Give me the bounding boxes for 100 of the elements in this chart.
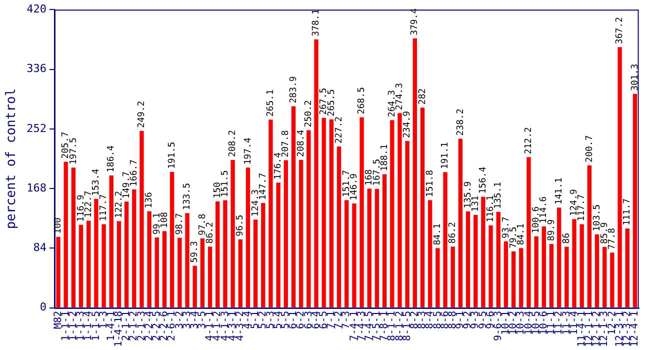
bar xyxy=(162,231,167,308)
data-label: 191.5 xyxy=(167,142,178,169)
data-label: 166.7 xyxy=(129,159,140,186)
y-tick-label: 168 xyxy=(26,181,46,194)
bar xyxy=(154,238,159,308)
data-label: 191.1 xyxy=(440,142,451,170)
bar xyxy=(602,246,607,308)
bar xyxy=(124,202,129,308)
y-axis-title: percent of control xyxy=(4,88,20,230)
bar xyxy=(185,213,190,308)
data-label: 282 xyxy=(418,88,428,105)
bar xyxy=(526,157,531,308)
data-label: 146.9 xyxy=(350,173,360,201)
data-label: 136 xyxy=(144,192,155,208)
data-label: 186.4 xyxy=(106,145,117,172)
bar xyxy=(511,251,516,308)
data-label: 86.2 xyxy=(448,222,458,244)
y-tick-label: 84 xyxy=(33,241,47,254)
data-label: 117.7 xyxy=(99,194,110,222)
x-tick-label: 12-4-1 xyxy=(630,310,641,347)
bar xyxy=(564,246,569,308)
data-label: 131 xyxy=(470,196,481,212)
bar xyxy=(374,188,380,308)
bar xyxy=(580,224,584,308)
data-label: 59.3 xyxy=(190,241,200,263)
data-label: 153.4 xyxy=(92,168,102,196)
data-label: 98.7 xyxy=(175,213,186,235)
data-label: 84.1 xyxy=(433,223,444,246)
bar xyxy=(329,119,334,308)
data-label: 208.4 xyxy=(296,130,306,157)
bar xyxy=(405,141,410,308)
bar xyxy=(86,220,91,308)
bar xyxy=(428,200,432,308)
y-tick-label: 336 xyxy=(26,62,46,76)
bar xyxy=(632,94,638,308)
bar xyxy=(109,176,114,308)
bar xyxy=(390,120,394,308)
data-label: 86 xyxy=(562,232,572,244)
bar xyxy=(64,162,68,308)
bar xyxy=(322,118,326,308)
bar xyxy=(102,224,106,308)
bar xyxy=(192,266,197,308)
bar xyxy=(268,120,273,308)
data-label: 117.7 xyxy=(577,194,588,222)
data-label: 108 xyxy=(160,212,170,228)
bar xyxy=(298,160,304,308)
bar xyxy=(261,202,266,308)
data-label: 133.5 xyxy=(182,182,193,210)
bar xyxy=(420,108,425,308)
bar xyxy=(216,201,220,308)
bar xyxy=(496,212,500,308)
data-label: 200.7 xyxy=(584,135,595,162)
data-label: 96.5 xyxy=(236,214,246,236)
bar xyxy=(587,165,592,308)
bar xyxy=(450,246,455,308)
data-label: 208.2 xyxy=(228,130,238,158)
bar xyxy=(412,38,417,308)
data-label: 197.5 xyxy=(68,138,79,165)
data-label: 212.2 xyxy=(524,127,534,154)
bar xyxy=(253,220,258,308)
data-label: 301.3 xyxy=(630,64,640,91)
bar xyxy=(170,172,174,308)
data-label: 367.2 xyxy=(615,17,626,44)
data-label: 141.1 xyxy=(554,178,564,205)
bar xyxy=(458,138,463,308)
bar xyxy=(230,160,235,308)
bar xyxy=(306,130,311,308)
bar xyxy=(549,244,554,308)
bar xyxy=(398,113,402,308)
bar xyxy=(367,188,372,308)
bar xyxy=(291,106,296,308)
bar xyxy=(344,200,349,308)
data-label: 238.2 xyxy=(456,108,466,136)
bar xyxy=(488,225,493,308)
data-label: 77.8 xyxy=(608,228,618,250)
y-tick-label: 252 xyxy=(26,122,46,135)
bar xyxy=(610,252,614,308)
data-label: 84.1 xyxy=(516,223,526,246)
bar xyxy=(382,174,387,308)
bar xyxy=(246,168,250,308)
data-label: 378.1 xyxy=(312,9,322,36)
bar xyxy=(542,226,546,308)
data-label: 249.2 xyxy=(137,100,148,128)
bar xyxy=(572,219,576,308)
data-label: 100 xyxy=(54,218,64,234)
data-label: 197.4 xyxy=(243,138,254,165)
data-label: 156.4 xyxy=(478,166,489,194)
bar xyxy=(618,47,622,308)
bar xyxy=(223,200,228,308)
bar xyxy=(140,130,144,308)
y-tick-label: 420 xyxy=(26,2,46,16)
bar xyxy=(276,182,280,308)
bar xyxy=(78,224,84,308)
bar xyxy=(360,117,364,308)
bar xyxy=(238,239,242,308)
data-label: 111.7 xyxy=(622,198,633,226)
bar xyxy=(352,204,356,308)
data-label: 227.2 xyxy=(334,116,344,144)
data-label: 379.4 xyxy=(410,8,420,36)
bar xyxy=(594,234,600,308)
